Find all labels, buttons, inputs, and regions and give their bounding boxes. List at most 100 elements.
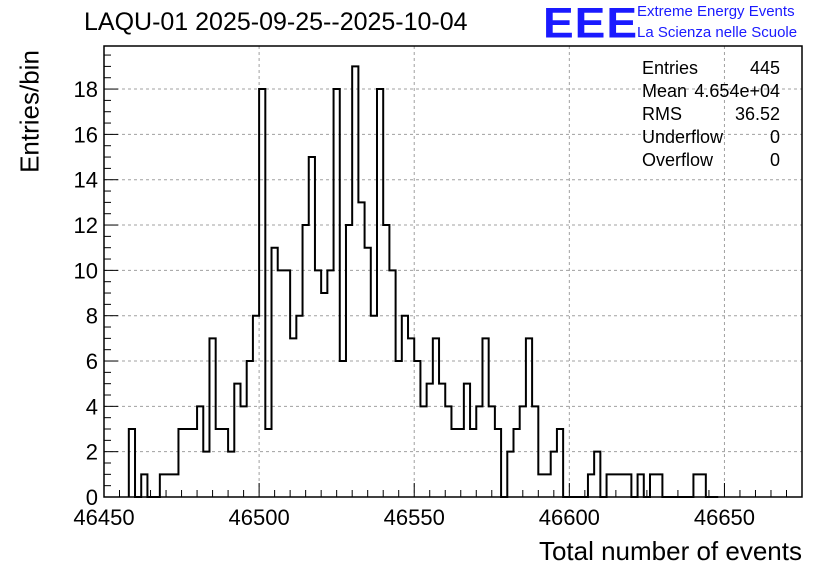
histogram-bin xyxy=(278,270,284,497)
histogram-bin xyxy=(290,338,296,497)
x-axis-label: Total number of events xyxy=(538,536,802,566)
histogram-bin xyxy=(470,429,476,497)
y-tick-label: 4 xyxy=(86,394,98,419)
stats-box: Entries 445 Mean 4.654e+04 RMS 36.52 Und… xyxy=(642,58,780,173)
chart-title: LAQU-01 2025-09-25--2025-10-04 xyxy=(84,8,468,36)
histogram-bin xyxy=(389,270,395,497)
histogram-bin xyxy=(607,474,613,497)
histogram-bin xyxy=(265,429,271,497)
histogram-bin xyxy=(402,316,408,497)
histogram-bin xyxy=(458,429,464,497)
histogram-bin xyxy=(178,429,184,497)
histogram-bin xyxy=(433,338,439,497)
histogram-bin xyxy=(284,270,290,497)
histogram-bin xyxy=(445,406,451,497)
histogram-bin xyxy=(656,474,662,497)
histogram-bin xyxy=(303,225,309,497)
histogram-bin xyxy=(197,406,203,497)
histogram-bin xyxy=(191,429,197,497)
histogram-bin xyxy=(513,429,519,497)
histogram-bin xyxy=(160,474,166,497)
histogram-bin xyxy=(464,384,470,497)
histogram-bin xyxy=(340,361,346,497)
histogram-bin xyxy=(334,89,340,497)
histogram-bin xyxy=(619,474,625,497)
histogram-bin xyxy=(414,361,420,497)
histogram-bin xyxy=(420,406,426,497)
histogram-bin xyxy=(166,474,172,497)
histogram-bin xyxy=(594,452,600,497)
histogram-bin xyxy=(321,293,327,497)
histogram-bin xyxy=(234,384,240,497)
histogram-bin xyxy=(439,384,445,497)
histogram-bin xyxy=(489,406,495,497)
y-tick-label: 16 xyxy=(74,122,98,147)
stat-label: Mean xyxy=(642,81,688,101)
histogram-bin xyxy=(247,361,253,497)
stat-value: 445 xyxy=(749,58,780,78)
histogram-bin xyxy=(383,225,389,497)
plot-frame xyxy=(103,45,803,498)
histogram-bin xyxy=(365,248,371,497)
histogram-bin xyxy=(309,157,315,497)
stat-row-rms: RMS 36.52 xyxy=(642,104,780,127)
y-tick-label: 6 xyxy=(86,349,98,374)
stat-row-overflow: Overflow 0 xyxy=(642,150,780,173)
histogram-bin xyxy=(427,384,433,497)
histogram-bin xyxy=(216,429,222,497)
stat-label: Overflow xyxy=(642,150,714,170)
logo-line-1: Extreme Energy Events xyxy=(637,3,795,20)
y-axis-label: Entries/bin xyxy=(14,50,45,173)
stat-row-underflow: Underflow 0 xyxy=(642,127,780,150)
stat-label: RMS xyxy=(642,104,682,124)
x-tick-label: 46450 xyxy=(73,505,134,530)
histogram-bin xyxy=(377,89,383,497)
histogram-bin xyxy=(625,474,631,497)
y-tick-label: 18 xyxy=(74,77,98,102)
histogram-bin xyxy=(545,474,551,497)
stat-value: 0 xyxy=(769,150,780,170)
histogram-bin xyxy=(129,429,135,497)
stat-label: Entries xyxy=(642,58,699,78)
histogram-bin xyxy=(520,406,526,497)
histogram-bin xyxy=(476,406,482,497)
histogram-bin xyxy=(371,316,377,497)
stat-row-entries: Entries 445 xyxy=(642,58,780,81)
histogram-bin xyxy=(532,406,538,497)
logo-line-2: La Scienza nelle Scuole xyxy=(637,24,798,41)
histogram-bin xyxy=(141,474,147,497)
stat-label: Underflow xyxy=(642,127,724,147)
histogram-bin xyxy=(693,474,699,497)
stat-value: 36.52 xyxy=(734,104,780,124)
y-tick-label: 12 xyxy=(74,213,98,238)
histogram-bin xyxy=(222,429,228,497)
histogram-bin xyxy=(253,316,259,497)
histogram-bin xyxy=(507,452,513,497)
histogram-bin xyxy=(495,429,501,497)
histogram-bin xyxy=(327,270,333,497)
histogram-bin xyxy=(451,429,457,497)
histogram-bin xyxy=(296,316,302,497)
x-tick-label: 46550 xyxy=(384,505,445,530)
histogram-bin xyxy=(638,474,644,497)
histogram-bin xyxy=(482,338,488,497)
y-tick-label: 0 xyxy=(86,485,98,510)
eee-logo: EEE xyxy=(543,0,639,47)
histogram-bin xyxy=(408,338,414,497)
histogram-bin xyxy=(352,66,358,497)
histogram-bin xyxy=(396,361,402,497)
histogram-bin xyxy=(700,474,706,497)
histogram-bin xyxy=(538,474,544,497)
y-tick-label: 2 xyxy=(86,440,98,465)
y-tick-label: 8 xyxy=(86,304,98,329)
histogram-bin xyxy=(228,452,234,497)
histogram-bin xyxy=(526,338,532,497)
x-tick-label: 46650 xyxy=(694,505,755,530)
histogram-bin xyxy=(240,406,246,497)
stat-row-mean: Mean 4.654e+04 xyxy=(642,81,780,104)
histogram-bin xyxy=(650,474,656,497)
y-tick-label: 10 xyxy=(74,258,98,283)
histogram-bin xyxy=(172,474,178,497)
histogram-bin xyxy=(315,270,321,497)
